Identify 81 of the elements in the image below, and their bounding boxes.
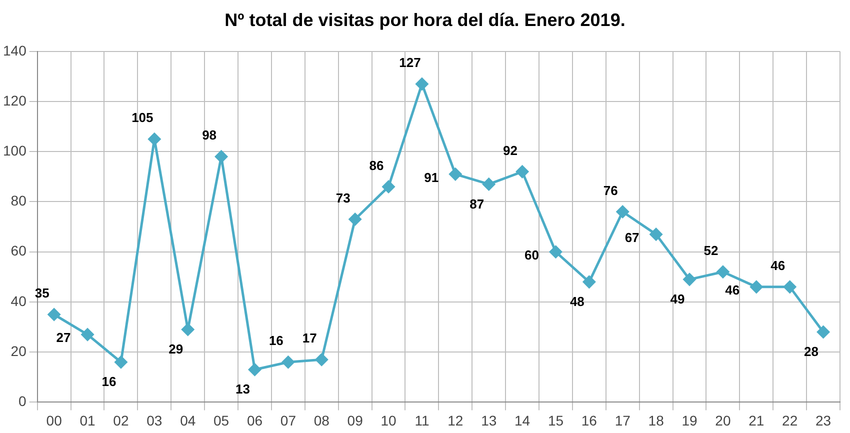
data-label: 73 [336,190,350,206]
point [549,246,562,258]
point [248,363,261,376]
x-tick-label: 08 [314,412,330,428]
point [516,165,529,178]
x-tick-label: 05 [214,412,230,428]
point [48,308,60,321]
x-tick-label: 06 [246,412,263,428]
data-label: 49 [670,292,685,306]
point [282,356,294,368]
x-tick-label: 19 [682,412,698,428]
data-label: 98 [202,128,217,143]
x-tick-label: 03 [146,412,162,428]
y-tick-label: 80 [10,192,27,209]
data-label: 17 [302,330,317,346]
point [616,206,629,218]
x-tick-label: 13 [481,412,497,428]
x-tick-label: 02 [113,412,129,428]
data-label: 16 [102,374,116,390]
data-label: 46 [725,282,740,298]
point [416,78,428,90]
x-tick-label: 07 [280,412,296,428]
data-label: 27 [56,330,71,346]
point [784,280,796,294]
data-label: 28 [804,344,819,360]
point [315,353,328,366]
y-tick-label: 40 [10,292,27,309]
point [482,178,496,190]
x-tick-label: 20 [715,412,731,428]
point [81,328,94,341]
point [716,266,730,278]
y-tick-label: 0 [18,393,27,410]
y-tick-label: 20 [10,342,27,359]
y-tick-label: 120 [3,92,27,108]
data-label: 29 [168,342,184,357]
data-label: 35 [34,286,50,301]
data-label: 76 [603,182,618,198]
data-label: 48 [570,294,584,310]
y-tick-label: 140 [3,42,27,58]
x-tick-label: 01 [80,412,96,428]
data-label: 52 [704,242,718,258]
x-tick-label: 04 [180,412,196,428]
x-tick-label: 09 [347,412,364,428]
x-tick-label: 22 [782,412,798,428]
data-label: 60 [524,247,539,262]
point [148,132,161,146]
x-tick-label: 23 [815,412,832,428]
y-tick-label: 60 [10,242,27,259]
x-tick-label: 17 [614,412,631,428]
data-label: 16 [268,333,284,348]
data-label: 87 [470,196,484,212]
point [215,150,228,163]
point [449,168,462,180]
x-tick-label: 16 [581,412,598,428]
x-tick-label: 15 [548,412,564,428]
x-tick-label: 18 [648,412,664,428]
point [582,276,596,288]
data-label: 127 [399,55,421,70]
data-label: 13 [236,382,250,397]
point [382,180,395,193]
point [114,356,128,368]
x-tick-label: 12 [448,412,464,428]
data-label: 46 [770,258,786,274]
x-tick-label: 21 [748,412,764,428]
data-label: 105 [132,110,154,126]
data-label: 92 [503,142,518,158]
point [182,323,194,336]
x-tick-label: 00 [46,412,62,428]
y-tick-label: 100 [3,142,27,158]
chart-title: Nº total de visitas por hora del día. Enero 2019. [224,9,626,32]
point [750,280,763,294]
point [650,228,662,241]
data-label: 86 [369,158,384,173]
x-tick-label: 14 [514,412,530,428]
point [683,273,696,286]
data-label: 67 [624,230,640,245]
point [348,213,362,226]
x-tick-label: 10 [380,412,397,428]
x-tick-label: 11 [414,412,430,428]
data-label: 91 [424,170,439,185]
point [817,326,830,338]
